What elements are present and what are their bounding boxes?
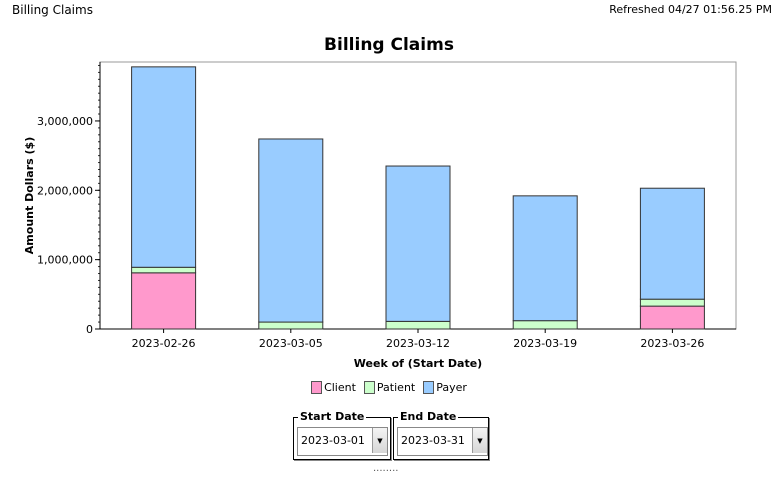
end-date-group: End Date 2023-03-31 ▼ (393, 410, 489, 460)
y-axis-label: Amount Dollars ($) (23, 137, 36, 254)
chart-title: Billing Claims (324, 35, 454, 55)
bar-patient (512, 320, 578, 330)
x-tick-label: 2023-02-26 (132, 337, 196, 350)
legend-label-client: Client (324, 381, 356, 394)
legend-item-payer: Payer (423, 381, 467, 394)
chart-legend: Client Patient Payer (0, 381, 778, 394)
x-tick-label: 2023-03-26 (640, 337, 704, 350)
bar-payer (258, 138, 324, 323)
end-date-label: End Date (398, 410, 459, 423)
x-tick-label: 2023-03-12 (386, 337, 450, 350)
legend-item-client: Client (311, 381, 356, 394)
legend-item-patient: Patient (363, 381, 416, 394)
x-tick-label: 2023-03-19 (513, 337, 577, 350)
legend-swatch-payer (423, 381, 435, 394)
chart: Billing Claims 0 1,000,000 2,000,000 3,000,0… (23, 35, 737, 370)
start-date-label: Start Date (298, 410, 367, 423)
chevron-down-icon: ▼ (377, 436, 383, 445)
end-date-value[interactable]: 2023-03-31 (401, 434, 465, 447)
bar-patient (131, 266, 197, 274)
y-tick-label: 0 (86, 323, 93, 336)
bar-payer (385, 165, 451, 322)
end-date-dropdown-button[interactable]: ▼ (472, 428, 487, 453)
y-tick-label: 3,000,000 (37, 115, 93, 128)
chevron-down-icon: ▼ (477, 436, 483, 445)
end-date-picker[interactable]: 2023-03-31 ▼ (397, 427, 488, 456)
bar-patient (385, 320, 451, 330)
start-date-dropdown-button[interactable]: ▼ (372, 428, 387, 453)
legend-label-payer: Payer (436, 381, 467, 394)
refresh-status: Refreshed 04/27 01:56.25 PM (609, 3, 772, 16)
start-date-group: Start Date 2023-03-01 ▼ (293, 410, 391, 460)
start-date-value[interactable]: 2023-03-01 (301, 434, 365, 447)
legend-swatch-patient (363, 381, 375, 394)
bar-payer (131, 66, 197, 268)
app-title: Billing Claims (12, 3, 93, 17)
x-axis-label: Week of (Start Date) (354, 357, 482, 370)
bar-payer (639, 187, 705, 300)
legend-swatch-client (311, 381, 323, 394)
bar-patient (639, 298, 705, 307)
resize-handle[interactable]: ........ (373, 463, 399, 474)
x-tick-label: 2023-03-05 (259, 337, 323, 350)
legend-label-patient: Patient (376, 381, 416, 394)
bar-client (131, 272, 197, 330)
bar-payer (512, 195, 578, 322)
bar-patient (258, 321, 324, 330)
bar-client (639, 305, 705, 330)
y-tick-label: 2,000,000 (37, 184, 93, 197)
y-tick-label: 1,000,000 (37, 254, 93, 267)
start-date-picker[interactable]: 2023-03-01 ▼ (297, 427, 388, 456)
